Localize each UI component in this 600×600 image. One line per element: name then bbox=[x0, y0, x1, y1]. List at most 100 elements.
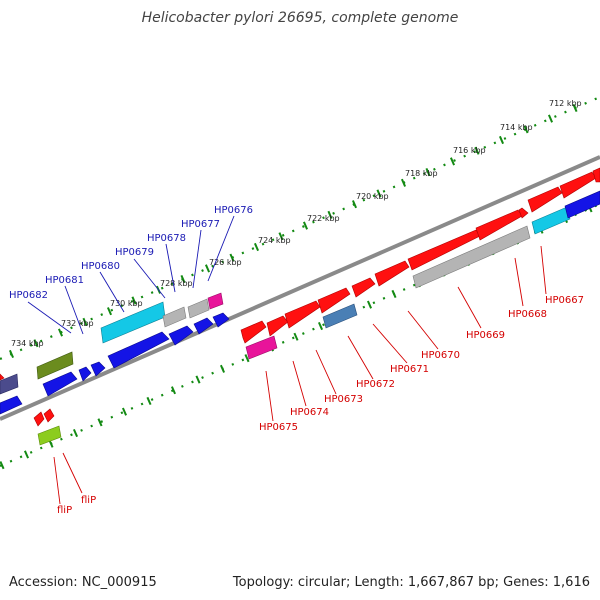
reverse-strand-genes bbox=[0, 190, 600, 446]
gene-feature[interactable] bbox=[531, 206, 571, 235]
gene-feature[interactable] bbox=[240, 320, 267, 344]
scale-tick bbox=[474, 146, 480, 155]
gene-label[interactable]: fliP bbox=[57, 505, 72, 516]
kbp-label: 712 kbp bbox=[549, 99, 582, 108]
gene-feature[interactable] bbox=[36, 351, 74, 380]
gene-feature[interactable] bbox=[374, 260, 410, 287]
scale-tick bbox=[23, 450, 30, 459]
gene-feature[interactable] bbox=[0, 370, 5, 381]
scale-tick bbox=[523, 125, 529, 134]
scale-tick bbox=[180, 275, 186, 284]
gene-feature[interactable] bbox=[212, 312, 230, 328]
scale-tick bbox=[33, 339, 39, 348]
gene-label[interactable]: HP0682 bbox=[9, 290, 48, 301]
gene-labels-forward: HP0676 HP0677 HP0678 HP0679 HP0680 HP068… bbox=[9, 205, 253, 301]
connector-line bbox=[292, 360, 307, 407]
gene-label[interactable]: HP0671 bbox=[390, 364, 429, 375]
connector-line bbox=[315, 349, 337, 395]
gene-label[interactable]: HP0669 bbox=[466, 330, 505, 341]
scale-tick bbox=[449, 157, 456, 166]
scale-tick bbox=[351, 200, 358, 209]
gene-feature[interactable] bbox=[592, 167, 600, 183]
connector-line bbox=[27, 301, 72, 334]
genome-summary-text: Topology: circular; Length: 1,667,867 bp… bbox=[232, 575, 590, 590]
scale-tick bbox=[253, 242, 260, 252]
scale-tick bbox=[57, 328, 64, 337]
scale-tick bbox=[121, 407, 128, 416]
gene-feature[interactable] bbox=[559, 171, 597, 199]
gene-label[interactable]: HP0678 bbox=[147, 233, 186, 244]
scale-tick bbox=[131, 296, 137, 305]
gene-label[interactable]: HP0679 bbox=[115, 247, 154, 258]
gene-feature[interactable] bbox=[162, 306, 187, 328]
gene-feature[interactable] bbox=[187, 298, 210, 319]
connector-line bbox=[407, 310, 439, 350]
gene-feature[interactable] bbox=[43, 408, 55, 423]
gene-feature[interactable] bbox=[207, 292, 224, 310]
connector-line bbox=[347, 335, 374, 380]
gene-label[interactable]: HP0676 bbox=[214, 205, 253, 216]
gene-feature[interactable] bbox=[564, 190, 600, 219]
kbp-label: 716 kbp bbox=[453, 146, 486, 155]
gene-feature[interactable] bbox=[412, 225, 531, 289]
genome-backbone bbox=[0, 155, 600, 421]
scale-tick bbox=[302, 221, 309, 230]
scale-tick bbox=[547, 114, 554, 123]
gene-feature[interactable] bbox=[284, 300, 321, 329]
scale-tick bbox=[170, 386, 177, 395]
accession-text: Accession: NC_000915 bbox=[9, 575, 157, 590]
gene-feature[interactable] bbox=[322, 303, 358, 329]
scale-tick bbox=[317, 321, 324, 331]
gene-label[interactable]: HP0677 bbox=[181, 219, 220, 230]
gene-feature[interactable] bbox=[168, 325, 194, 346]
scale-tick bbox=[498, 135, 505, 145]
gene-label[interactable]: HP0675 bbox=[259, 422, 298, 433]
scale-tick bbox=[293, 332, 299, 341]
label-connectors bbox=[27, 215, 547, 505]
kbp-label: 726 kbp bbox=[209, 258, 242, 267]
gene-feature[interactable] bbox=[37, 425, 62, 446]
gene-feature[interactable] bbox=[245, 335, 278, 360]
gene-feature[interactable] bbox=[266, 315, 289, 337]
scale-tick bbox=[376, 189, 382, 198]
scale-tick bbox=[0, 461, 5, 470]
scale-tick bbox=[82, 317, 88, 326]
kbp-label: 714 kbp bbox=[500, 123, 533, 132]
gene-feature[interactable] bbox=[33, 411, 45, 427]
gene-label[interactable]: HP0667 bbox=[545, 295, 584, 306]
gene-label[interactable]: fliP bbox=[81, 495, 96, 506]
scale-tick bbox=[366, 300, 373, 309]
gene-feature[interactable] bbox=[518, 207, 529, 219]
gene-feature[interactable] bbox=[351, 277, 376, 298]
gene-label[interactable]: HP0670 bbox=[421, 350, 460, 361]
gene-feature[interactable] bbox=[527, 186, 563, 213]
gene-feature[interactable] bbox=[0, 373, 19, 395]
gene-label[interactable]: HP0672 bbox=[356, 379, 395, 390]
gene-feature[interactable] bbox=[42, 371, 78, 397]
gene-label[interactable]: HP0681 bbox=[45, 275, 84, 286]
scale-tick bbox=[72, 428, 79, 438]
scale-tick bbox=[97, 418, 103, 427]
gene-feature[interactable] bbox=[193, 317, 214, 335]
connector-line bbox=[514, 257, 524, 307]
gene-label[interactable]: HP0673 bbox=[324, 394, 363, 405]
scale-tick bbox=[8, 349, 15, 359]
connector-line bbox=[372, 323, 408, 364]
kbp-label: 720 kbp bbox=[356, 192, 389, 201]
gene-feature[interactable] bbox=[317, 287, 351, 314]
gene-feature[interactable] bbox=[90, 361, 106, 377]
gene-feature[interactable] bbox=[78, 366, 92, 382]
gene-feature[interactable] bbox=[107, 331, 170, 369]
kbp-label: 722 kbp bbox=[307, 214, 340, 223]
gene-feature[interactable] bbox=[0, 395, 23, 415]
gene-label[interactable]: HP0668 bbox=[508, 309, 547, 320]
scale-tick bbox=[146, 396, 152, 406]
scale-tick bbox=[195, 375, 201, 384]
connector-line bbox=[192, 229, 202, 289]
gene-label[interactable]: HP0680 bbox=[81, 261, 120, 272]
gene-label[interactable]: HP0674 bbox=[290, 407, 329, 418]
connector-line bbox=[133, 258, 166, 299]
forward-strand-genes bbox=[0, 167, 600, 395]
scale-tick bbox=[204, 264, 211, 273]
